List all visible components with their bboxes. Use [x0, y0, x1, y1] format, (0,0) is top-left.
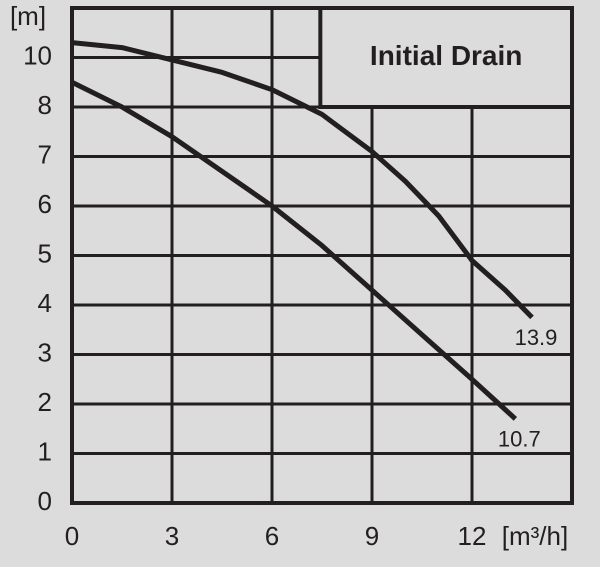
- y-tick-label: 5: [38, 238, 52, 268]
- curve: [71, 40, 534, 320]
- y-tick-label: 6: [38, 189, 52, 219]
- y-tick-label: 2: [38, 387, 52, 417]
- y-axis-label: [m]: [10, 1, 46, 31]
- y-tick-label: 7: [38, 139, 52, 169]
- title-box: [318, 6, 575, 109]
- curve: [70, 80, 518, 421]
- y-tick-label: 1: [38, 436, 52, 466]
- x-axis-label: [m³/h]: [502, 521, 568, 551]
- y-tick-label: 0: [38, 486, 52, 516]
- y-tick-label: 8: [38, 90, 52, 120]
- y-tick-label: 3: [38, 337, 52, 367]
- series-label: 10.7: [498, 427, 541, 452]
- x-tick-label: 6: [265, 521, 279, 551]
- y-tick-label: 4: [38, 288, 52, 318]
- x-tick-label: 12: [458, 521, 487, 551]
- x-tick-label: 3: [165, 521, 179, 551]
- x-tick-label: 0: [65, 521, 79, 551]
- series-label: 13.9: [515, 325, 558, 350]
- chart-title: Initial Drain: [370, 40, 522, 71]
- x-tick-label: 9: [365, 521, 379, 551]
- y-tick-label: 10: [23, 40, 52, 70]
